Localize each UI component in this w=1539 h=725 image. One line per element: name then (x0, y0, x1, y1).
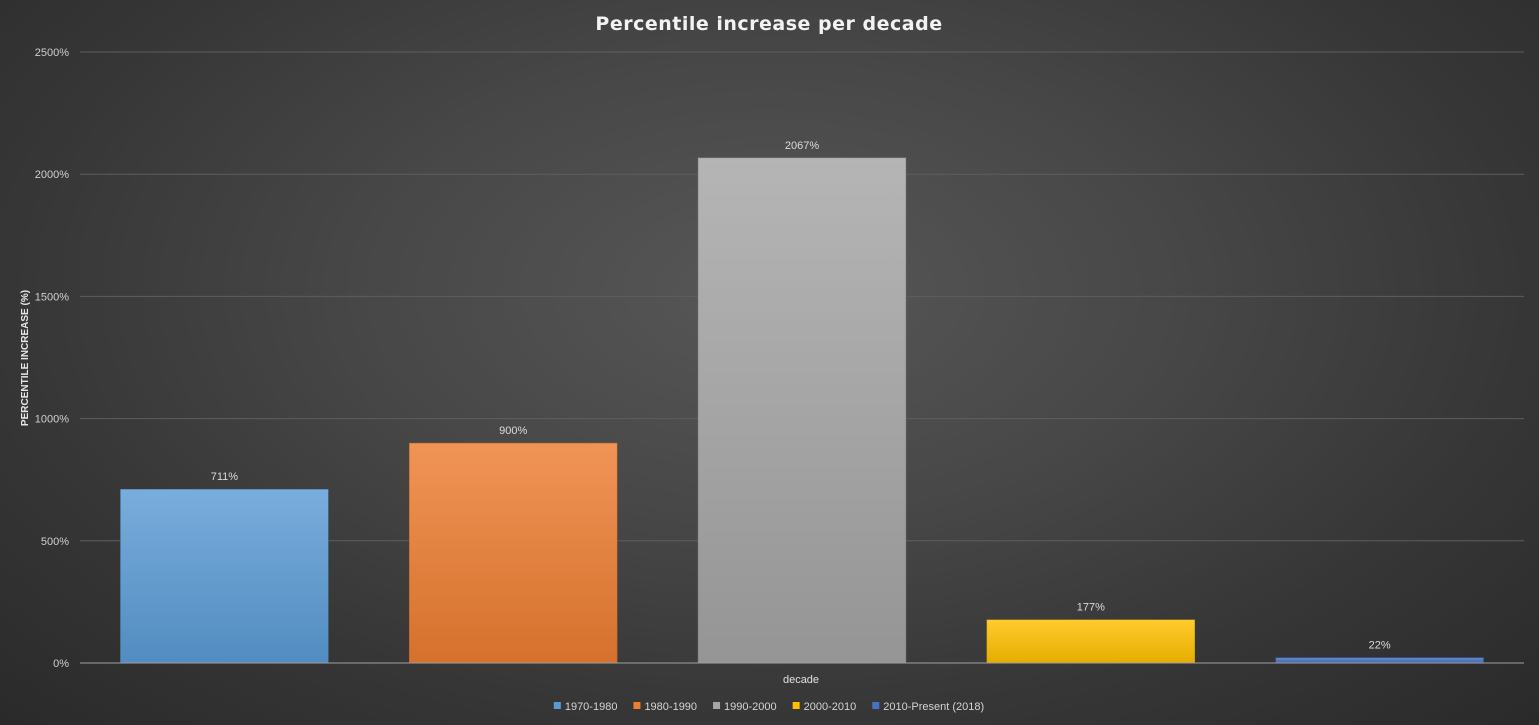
legend-item-1980-1990[interactable]: 1980-1990 (633, 701, 697, 713)
legend-swatch (872, 702, 880, 709)
x-axis-title: decade (783, 674, 819, 686)
legend-item-2000-2010[interactable]: 2000-2010 (792, 701, 857, 713)
y-axis-tick-labels: 0% 500% 1000% 1500% 2000% 2500% (35, 47, 69, 670)
chart-title: Percentile increase per decade (595, 13, 942, 35)
legend-swatch (633, 702, 641, 709)
legend-label: 1980-1990 (644, 701, 697, 713)
legend-label: 1970-1980 (565, 701, 618, 713)
data-label-1970-1980: 711% (211, 471, 239, 483)
data-label-1980-1990: 900% (499, 425, 527, 437)
legend: 1970-1980 1980-1990 1990-2000 2000-2010 2010… (553, 701, 984, 713)
bar-1980-1990 (408, 442, 618, 664)
legend-item-1970-1980[interactable]: 1970-1980 (553, 701, 618, 713)
data-label-1990-2000: 2067% (785, 140, 819, 152)
bar-1970-1980 (120, 488, 329, 664)
bar-2010-present-2018 (1275, 657, 1484, 664)
data-labels: 711% 900% 2067% 177% 22% (211, 140, 1391, 652)
legend-item-2010-present-2018[interactable]: 2010-Present (2018) (872, 701, 984, 713)
y-tick-label: 500% (41, 536, 69, 548)
legend-label: 2010-Present (2018) (883, 701, 984, 713)
legend-swatch (713, 702, 721, 709)
bar-1990-2000 (697, 157, 907, 664)
legend-item-1990-2000[interactable]: 1990-2000 (713, 701, 777, 713)
y-tick-label: 2000% (35, 169, 69, 181)
y-tick-label: 1500% (35, 291, 69, 303)
legend-label: 2000-2010 (804, 701, 857, 713)
data-label-2010-present-2018: 22% (1369, 640, 1391, 652)
data-label-2000-2010: 177% (1077, 602, 1105, 614)
legend-swatch (553, 702, 561, 709)
legend-label: 1990-2000 (724, 701, 777, 713)
y-axis-title: PERCENTILE INCREASE (%) (20, 290, 31, 426)
bar-2000-2010 (986, 619, 1196, 664)
y-tick-label: 2500% (35, 47, 69, 59)
bars (120, 157, 1484, 664)
legend-swatch (792, 702, 800, 709)
y-tick-label: 0% (53, 658, 69, 670)
y-tick-label: 1000% (35, 414, 69, 426)
